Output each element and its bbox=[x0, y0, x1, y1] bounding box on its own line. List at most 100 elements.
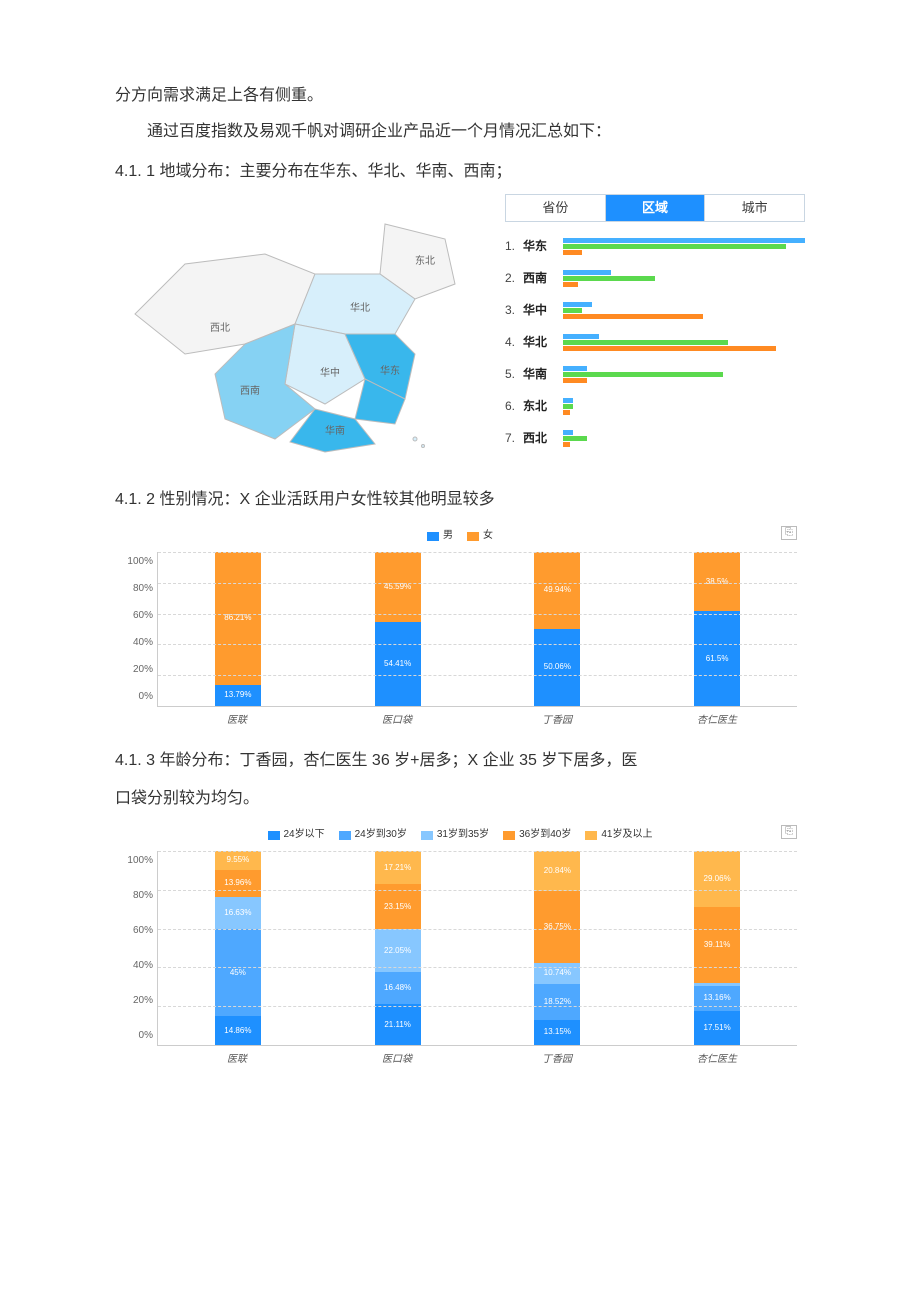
ytick: 20% bbox=[123, 991, 153, 1011]
region-name: 华中 bbox=[523, 298, 563, 322]
bar-segment: 16.63% bbox=[215, 897, 261, 929]
region-bar bbox=[563, 314, 703, 319]
bar-column-wrap: 20.84%36.75%10.74%18.52%13.15% bbox=[478, 851, 638, 1045]
region-no: 1. bbox=[505, 234, 523, 258]
gridline bbox=[158, 929, 797, 930]
ytick: 40% bbox=[123, 633, 153, 653]
bar-segment: 17.21% bbox=[375, 851, 421, 884]
map-label-huadong: 华东 bbox=[380, 362, 400, 382]
bar-segment: 13.15% bbox=[534, 1020, 580, 1046]
heading-412: 4.1. 2 性别情况：X 企业活跃用户女性较其他明显较多 bbox=[115, 484, 805, 516]
copy-icon[interactable]: ⎘ bbox=[781, 825, 797, 839]
bar-column-wrap: 38.5%61.5% bbox=[637, 552, 797, 706]
gridline bbox=[158, 552, 797, 553]
legend-swatch bbox=[268, 831, 280, 840]
bar-segment: 45.59% bbox=[375, 552, 421, 622]
region-row: 5.华南 bbox=[505, 358, 805, 390]
ytick: 20% bbox=[123, 660, 153, 680]
region-row: 6.东北 bbox=[505, 390, 805, 422]
region-bars bbox=[563, 238, 805, 255]
bar-column: 9.55%13.96%16.63%45%14.86% bbox=[215, 851, 261, 1045]
region-name: 华北 bbox=[523, 330, 563, 354]
tab-province[interactable]: 省份 bbox=[506, 195, 605, 221]
bar-column-wrap: 86.21%13.79% bbox=[158, 552, 318, 706]
gridline bbox=[158, 614, 797, 615]
region-no: 2. bbox=[505, 266, 523, 290]
gender-plot: 100%80%60%40%20%0% 86.21%13.79%45.59%54.… bbox=[123, 552, 797, 707]
legend-item: 36岁到40岁 bbox=[503, 825, 571, 845]
bar-segment: 23.15% bbox=[375, 884, 421, 929]
age-legend: 24岁以下24岁到30岁31岁到35岁36岁到40岁41岁及以上 bbox=[123, 825, 797, 845]
map-label-huanan: 华南 bbox=[325, 422, 345, 442]
map-label-xinan: 西南 bbox=[240, 382, 260, 402]
legend-item: 24岁到30岁 bbox=[339, 825, 407, 845]
region-bar bbox=[563, 244, 786, 249]
map-label-huabei: 华北 bbox=[350, 299, 370, 319]
age-chart: ⎘ 24岁以下24岁到30岁31岁到35岁36岁到40岁41岁及以上 100%8… bbox=[115, 821, 805, 1070]
bar-segment: 9.55% bbox=[215, 851, 261, 870]
bar-column: 86.21%13.79% bbox=[215, 552, 261, 706]
map-label-dongbei: 东北 bbox=[415, 252, 435, 272]
heading-413b: 口袋分别较为均匀。 bbox=[115, 783, 805, 815]
bar-segment: 22.05% bbox=[375, 929, 421, 972]
paragraph-2: 通过百度指数及易观千帆对调研企业产品近一个月情况汇总如下： bbox=[115, 116, 805, 148]
legend-label: 24岁到30岁 bbox=[355, 825, 407, 845]
region-no: 3. bbox=[505, 298, 523, 322]
bar-segment: 13.96% bbox=[215, 870, 261, 897]
xtick: 医联 bbox=[157, 707, 317, 731]
region-bar bbox=[563, 302, 592, 307]
region-bars bbox=[563, 398, 805, 415]
legend-item: 31岁到35岁 bbox=[421, 825, 489, 845]
gridline bbox=[158, 967, 797, 968]
tab-group: 省份 区域 城市 bbox=[505, 194, 805, 222]
bar-segment: 13.16% bbox=[694, 986, 740, 1012]
region-row: 7.西北 bbox=[505, 422, 805, 454]
region-no: 6. bbox=[505, 394, 523, 418]
region-bar bbox=[563, 430, 573, 435]
age-cols: 9.55%13.96%16.63%45%14.86% 17.21%23.15%22… bbox=[158, 851, 797, 1045]
copy-icon[interactable]: ⎘ bbox=[781, 526, 797, 540]
region-name: 华南 bbox=[523, 362, 563, 386]
bar-segment: 10.74% bbox=[534, 963, 580, 984]
gridline bbox=[158, 675, 797, 676]
region-bar bbox=[563, 250, 582, 255]
legend-item: 41岁及以上 bbox=[585, 825, 652, 845]
region-no: 4. bbox=[505, 330, 523, 354]
ytick: 100% bbox=[123, 552, 153, 572]
gender-legend: 男女 bbox=[123, 526, 797, 546]
gridline bbox=[158, 583, 797, 584]
region-no: 7. bbox=[505, 426, 523, 450]
bar-column-wrap: 49.94%50.06% bbox=[478, 552, 638, 706]
legend-label: 31岁到35岁 bbox=[437, 825, 489, 845]
bar-segment: 29.06% bbox=[694, 851, 740, 907]
region-no: 5. bbox=[505, 362, 523, 386]
legend-item: 男 bbox=[427, 526, 453, 546]
region-bars bbox=[563, 334, 805, 351]
legend-swatch bbox=[339, 831, 351, 840]
region-bars bbox=[563, 430, 805, 447]
xtick: 医口袋 bbox=[317, 1046, 477, 1070]
ytick: 40% bbox=[123, 956, 153, 976]
bar-segment: 21.11% bbox=[375, 1004, 421, 1045]
region-bar bbox=[563, 334, 599, 339]
bar-segment: 13.79% bbox=[215, 685, 261, 706]
tab-region[interactable]: 区域 bbox=[605, 195, 705, 221]
bar-segment: 86.21% bbox=[215, 552, 261, 685]
bar-column-wrap: 17.21%23.15%22.05%16.48%21.11% bbox=[318, 851, 478, 1045]
tab-city[interactable]: 城市 bbox=[704, 195, 804, 221]
bar-segment: 17.51% bbox=[694, 1011, 740, 1045]
region-bar bbox=[563, 340, 728, 345]
bar-column: 20.84%36.75%10.74%18.52%13.15% bbox=[534, 851, 580, 1045]
region-bar bbox=[563, 442, 570, 447]
ytick: 80% bbox=[123, 579, 153, 599]
region-bar bbox=[563, 410, 570, 415]
bar-column-wrap: 9.55%13.96%16.63%45%14.86% bbox=[158, 851, 318, 1045]
gridline bbox=[158, 1006, 797, 1007]
region-bar bbox=[563, 346, 776, 351]
xtick: 医口袋 bbox=[317, 707, 477, 731]
region-row: 1.华东 bbox=[505, 230, 805, 262]
bar-column-wrap: 45.59%54.41% bbox=[318, 552, 478, 706]
ytick: 60% bbox=[123, 606, 153, 626]
region-bar bbox=[563, 276, 655, 281]
region-name: 西北 bbox=[523, 426, 563, 450]
